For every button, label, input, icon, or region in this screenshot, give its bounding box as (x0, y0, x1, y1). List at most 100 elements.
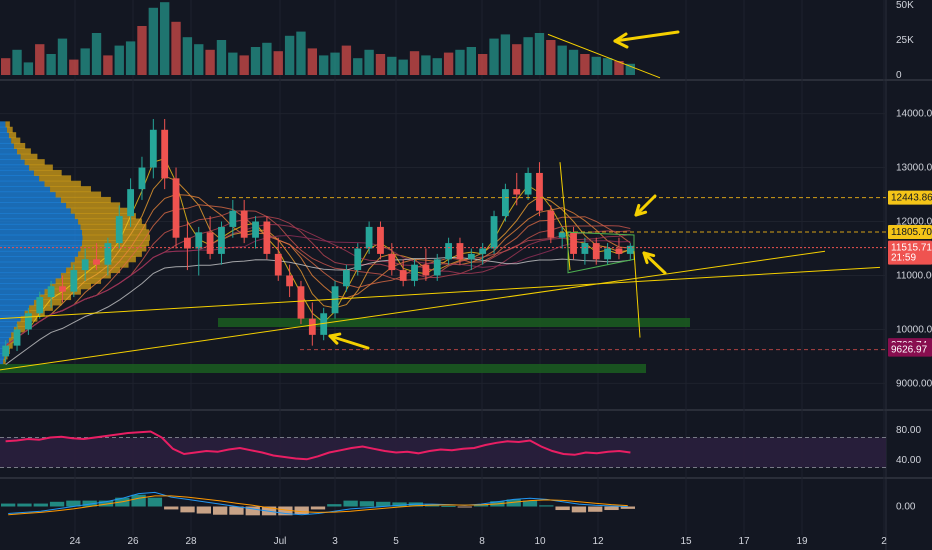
volume-profile-bar (50, 186, 91, 193)
candle (252, 216, 259, 249)
macd-histogram-bar (376, 501, 391, 507)
arrow-icon (328, 332, 370, 350)
volume-profile-bar (0, 261, 71, 268)
volume-profile-bar (0, 137, 12, 144)
volume-bar (1, 58, 11, 75)
candle (479, 243, 487, 265)
macd-histogram-bar (473, 504, 489, 507)
macd-panel (1, 491, 635, 516)
volume-profile-bar (0, 126, 7, 133)
candle-body (229, 210, 237, 227)
horizontal-price-lines (0, 197, 886, 351)
volume-bar (307, 48, 317, 75)
y-tick-label: 80.00 (896, 425, 921, 436)
volume-bar (160, 2, 170, 76)
moving-average-ribbon (5, 157, 631, 365)
volume-bar (114, 45, 124, 75)
candle-body (331, 286, 339, 314)
candle-body (36, 297, 44, 314)
candle-body (206, 232, 214, 254)
candle-body (59, 286, 66, 292)
volume-profile-bar (0, 240, 82, 247)
price-axis[interactable]: 14000.00 13000.00 12000.00 11000.00 10000.00… (896, 0, 932, 513)
candle-body (172, 178, 180, 238)
candle-body (490, 216, 498, 249)
candle (286, 264, 294, 298)
price-tag: 21:59 (888, 250, 932, 265)
candle (524, 167, 532, 200)
candle (433, 253, 441, 281)
candle-body (104, 243, 112, 265)
y-tick-label: 10000.00 (896, 324, 932, 335)
candle (501, 183, 509, 222)
volume-profile-bar (39, 175, 72, 182)
macd-histogram-bar (49, 501, 65, 507)
volume-bar (557, 45, 567, 75)
volume-bar (443, 52, 454, 75)
candle-body (2, 345, 10, 357)
macd-histogram-bar (33, 503, 48, 507)
volume-profile-bar (0, 223, 81, 230)
trend-annotations (0, 162, 881, 371)
candle-body (615, 248, 623, 254)
volume-bar (341, 45, 352, 75)
candle (274, 237, 282, 281)
volume-bar (523, 37, 533, 75)
candle-body (479, 248, 487, 254)
candle (36, 291, 44, 319)
candle (592, 237, 600, 265)
candle (331, 280, 339, 319)
macd-histogram-bar (343, 500, 358, 507)
volume-bar (296, 31, 306, 76)
candle-body (388, 253, 396, 271)
candle (320, 307, 328, 341)
price-panel[interactable] (0, 118, 886, 373)
volume-profile-bar (44, 180, 81, 187)
candle-body (286, 275, 294, 287)
candle-body (13, 329, 21, 346)
candle-body (240, 210, 248, 238)
x-tick-label: 19 (796, 536, 808, 547)
macd-line (8, 491, 628, 516)
volume-profile-bar (0, 353, 5, 360)
x-tick-label: 5 (393, 536, 399, 547)
candle-body (524, 172, 532, 195)
candle (342, 264, 350, 292)
macd-histogram-bar (604, 506, 619, 511)
time-axis[interactable]: 24 26 28 Jul 3 5 8 10 12 15 17 19 2 (69, 536, 887, 547)
candle (456, 237, 464, 265)
candle-body (399, 270, 407, 281)
volume-profile-bar (0, 159, 25, 166)
volume-bar (103, 55, 113, 75)
ema-line (5, 193, 631, 347)
candle (47, 280, 55, 308)
volume-profile-bar (16, 321, 31, 328)
svg-text:12443.86: 12443.86 (891, 193, 932, 204)
candle (59, 275, 66, 303)
volume-profile-bar (16, 148, 31, 155)
candle (183, 221, 191, 271)
candle-body (422, 264, 430, 276)
arrow-icon (613, 30, 680, 49)
volume-profile-bar (0, 164, 30, 171)
x-tick-label: 26 (127, 536, 139, 547)
candle-body (626, 245, 634, 254)
macd-histogram-bar (229, 506, 244, 515)
x-tick-label: 24 (69, 536, 81, 547)
macd-histogram-bar (457, 506, 472, 508)
volume-profile-bar (0, 148, 17, 155)
volume-bar (364, 49, 374, 75)
candle-body (93, 259, 100, 265)
candlestick-series[interactable] (2, 118, 634, 362)
y-tick-label: 0 (896, 70, 902, 81)
volume-bar (80, 48, 90, 75)
x-tick-label: 12 (592, 536, 604, 547)
candle-body (115, 216, 123, 244)
volume-profile-bar (0, 175, 40, 182)
candle (547, 205, 555, 244)
macd-histogram-bar (522, 500, 538, 507)
volume-bar (262, 42, 272, 75)
volume-profile-bar (0, 229, 82, 236)
volume-profile-bar (11, 137, 21, 144)
